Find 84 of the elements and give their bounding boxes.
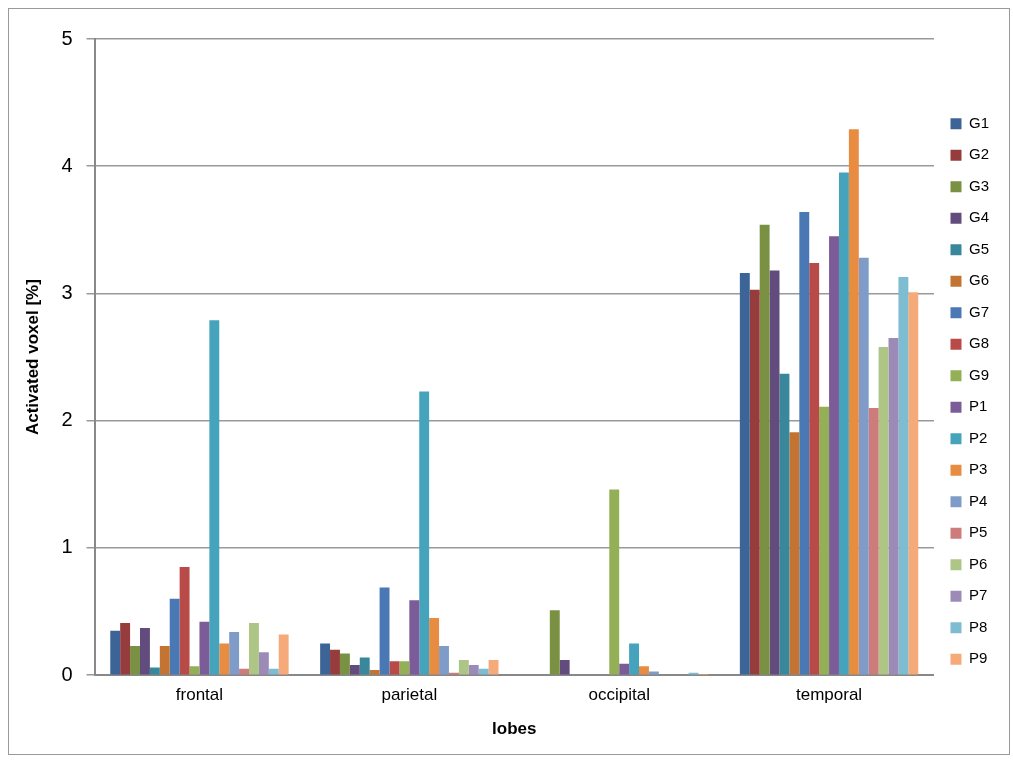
bar (139, 628, 150, 675)
bar (609, 489, 620, 675)
bar (320, 643, 331, 675)
bar (888, 338, 899, 675)
bar (749, 289, 760, 675)
legend-label: G6 (968, 271, 990, 289)
bar (838, 172, 849, 675)
y-tick-label: 1 (61, 535, 73, 558)
legend-label: P1 (968, 397, 988, 415)
bar (258, 652, 269, 675)
legend-label: P9 (968, 649, 988, 667)
legend-label: G5 (968, 239, 990, 257)
legend-label: P8 (968, 617, 988, 635)
bar (619, 663, 630, 675)
bar (629, 643, 640, 675)
legend-label: P3 (968, 460, 988, 478)
bar (779, 373, 790, 675)
bar (908, 292, 919, 675)
bar (179, 567, 190, 675)
bar (110, 630, 121, 675)
legend-label: P7 (968, 586, 988, 604)
x-tick-label: parietal (381, 685, 438, 705)
bar (809, 262, 820, 675)
legend-label: G8 (968, 334, 990, 352)
bar (209, 320, 220, 675)
legend-label: P2 (968, 428, 988, 446)
bar (848, 129, 859, 675)
bar (639, 666, 649, 675)
legend-label: G4 (968, 208, 990, 226)
legend-label: P6 (968, 554, 988, 572)
bar (379, 587, 390, 675)
bar (249, 623, 259, 675)
y-tick-label: 4 (61, 153, 73, 176)
bar (359, 657, 370, 675)
x-tick-label: frontal (175, 685, 224, 705)
bar (878, 346, 889, 675)
bar (789, 432, 800, 675)
y-tick-label: 3 (61, 281, 73, 303)
bar (439, 645, 449, 675)
bar (278, 634, 289, 675)
bar (799, 212, 810, 675)
y-axis-title: Activated voxel [%] (22, 279, 42, 436)
bar (898, 276, 909, 675)
legend-label: G1 (968, 113, 990, 131)
bar (559, 659, 570, 675)
bar (819, 406, 830, 675)
legend-label: P4 (968, 491, 988, 509)
bar (429, 617, 440, 675)
bar (769, 270, 780, 675)
bar (648, 671, 659, 675)
bar (369, 670, 380, 675)
bar (858, 257, 869, 675)
bar (199, 621, 210, 675)
bar (829, 236, 839, 675)
bar (759, 224, 770, 675)
bar (130, 645, 140, 675)
bar (120, 623, 131, 675)
bar (488, 659, 499, 675)
bar (219, 643, 230, 675)
legend-label: G9 (968, 365, 990, 383)
bar (739, 273, 750, 675)
bar (868, 408, 879, 675)
bar (468, 665, 479, 675)
bar (229, 631, 240, 675)
bar (549, 610, 560, 675)
y-tick-label: 2 (61, 408, 73, 431)
bar (409, 600, 420, 675)
legend-label: P5 (968, 523, 988, 541)
bar (339, 653, 350, 675)
bar (349, 665, 360, 675)
x-tick-label: temporal (795, 685, 863, 705)
x-axis-title: lobes (492, 719, 537, 739)
legend-label: G2 (968, 145, 990, 163)
bar (399, 661, 410, 675)
bar (419, 391, 430, 675)
x-tick-label: occipital (588, 685, 650, 705)
y-tick-label: 5 (61, 26, 73, 49)
legend-label: G7 (968, 302, 990, 320)
bar (169, 598, 180, 675)
y-tick-label: 0 (61, 662, 73, 685)
bar (330, 649, 340, 675)
bar (458, 659, 469, 675)
legend-label: G3 (968, 176, 990, 194)
bar (159, 645, 170, 675)
